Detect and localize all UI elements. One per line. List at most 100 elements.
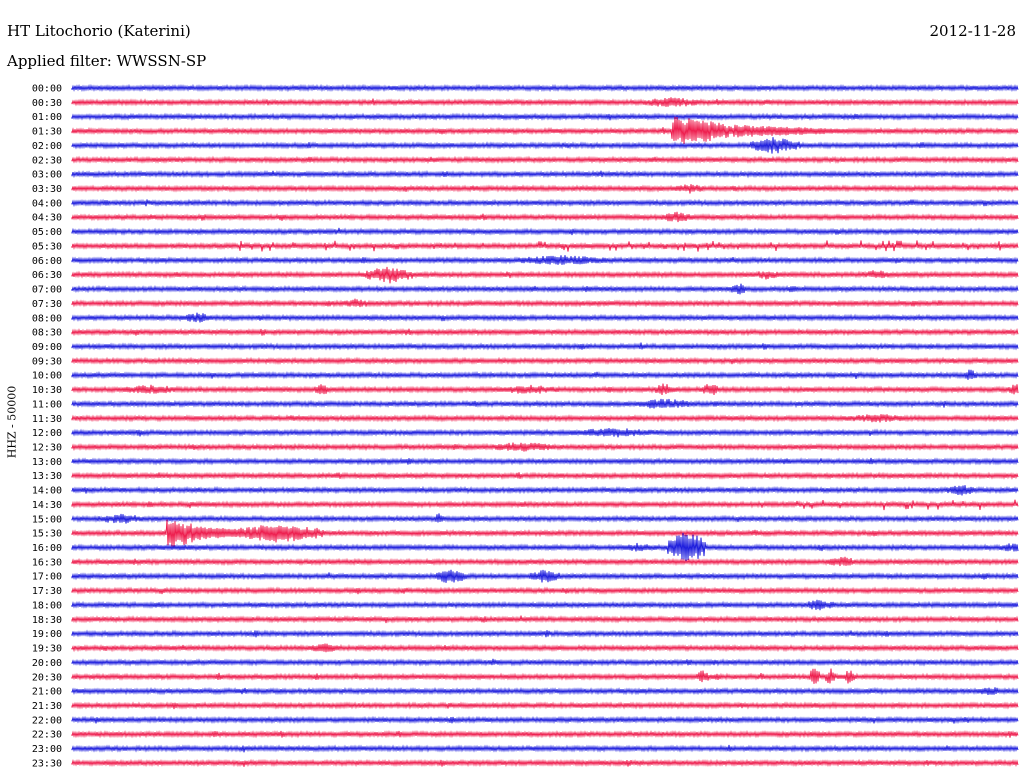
trace-line <box>71 615 1019 624</box>
time-label: 15:30 <box>32 529 62 540</box>
time-label: 18:30 <box>32 615 62 626</box>
trace-line <box>71 513 1019 524</box>
station-title: HT Litochorio (Katerini) <box>7 22 191 40</box>
trace-line <box>71 485 1019 496</box>
time-label: 07:30 <box>32 299 62 310</box>
trace-line <box>71 155 1019 164</box>
time-label: 05:30 <box>32 241 62 252</box>
time-label: 20:30 <box>32 672 62 683</box>
time-label: 10:00 <box>32 371 62 382</box>
trace-line <box>71 758 1019 768</box>
time-label: 21:00 <box>32 687 62 698</box>
trace-line <box>71 240 1019 252</box>
trace-line <box>71 457 1019 466</box>
trace-line <box>71 556 1019 567</box>
time-label: 04:00 <box>32 198 62 209</box>
trace-line <box>71 211 1019 223</box>
trace-group <box>71 83 1019 768</box>
trace-line <box>71 137 1019 154</box>
time-label: 00:00 <box>32 84 62 95</box>
time-label: 06:00 <box>32 256 62 267</box>
trace-line <box>71 658 1019 667</box>
time-label: 16:00 <box>32 543 62 554</box>
trace-line <box>71 198 1019 208</box>
time-label: 23:00 <box>32 744 62 755</box>
time-label: 14:00 <box>32 486 62 497</box>
trace-line <box>71 83 1019 93</box>
time-label: 08:30 <box>32 328 62 339</box>
time-label: 09:30 <box>32 356 62 367</box>
time-label: 04:30 <box>32 213 62 224</box>
time-label: 02:30 <box>32 155 62 166</box>
trace-line <box>71 428 1019 438</box>
time-label: 19:30 <box>32 644 62 655</box>
trace-line <box>71 184 1019 194</box>
trace-line <box>71 266 1019 284</box>
time-label: 21:30 <box>32 701 62 712</box>
trace-line <box>71 298 1019 308</box>
trace-line <box>71 112 1019 121</box>
time-label-group: 00:00 00:30 01:00 01:30 02:00 02:30 03:00 03:30… <box>32 84 62 770</box>
filter-label: Applied filter: WWSSN-SP <box>7 52 207 70</box>
trace-line <box>71 686 1019 696</box>
time-label: 17:30 <box>32 586 62 597</box>
trace-line <box>71 586 1019 595</box>
time-label: 16:30 <box>32 557 62 568</box>
trace-line <box>71 398 1019 409</box>
time-label: 23:30 <box>32 758 62 769</box>
time-label: 00:30 <box>32 98 62 109</box>
trace-line <box>71 356 1019 365</box>
time-label: 07:00 <box>32 285 62 296</box>
trace-line <box>71 730 1019 739</box>
time-label: 22:30 <box>32 730 62 741</box>
trace-line <box>71 383 1019 396</box>
time-label: 13:30 <box>32 471 62 482</box>
time-label: 12:00 <box>32 428 62 439</box>
trace-line <box>71 442 1019 452</box>
time-label: 13:00 <box>32 457 62 468</box>
date-label: 2012-11-28 <box>929 22 1016 40</box>
trace-line <box>71 599 1019 611</box>
trace-line <box>71 170 1019 179</box>
time-label: 14:30 <box>32 500 62 511</box>
time-label: 06:30 <box>32 270 62 281</box>
trace-line <box>71 744 1019 753</box>
trace-line <box>71 532 1019 562</box>
time-label: 03:00 <box>32 170 62 181</box>
trace-line <box>71 414 1019 423</box>
time-label: 08:00 <box>32 313 62 324</box>
time-label: 12:30 <box>32 443 62 454</box>
trace-line <box>71 643 1019 653</box>
trace-line <box>71 97 1019 107</box>
trace-line <box>71 668 1019 684</box>
time-label: 22:00 <box>32 715 62 726</box>
trace-line <box>71 312 1019 323</box>
trace-line <box>71 255 1019 265</box>
trace-line <box>71 116 1019 144</box>
time-label: 19:00 <box>32 629 62 640</box>
trace-line <box>71 342 1019 351</box>
trace-line <box>71 715 1019 724</box>
time-label: 01:00 <box>32 112 62 123</box>
trace-line <box>71 283 1019 295</box>
time-label: 11:00 <box>32 399 62 410</box>
trace-line <box>71 701 1019 710</box>
trace-line <box>71 369 1019 380</box>
time-label: 11:30 <box>32 414 62 425</box>
time-label: 17:00 <box>32 572 62 583</box>
time-label: 10:30 <box>32 385 62 396</box>
time-label: 15:00 <box>32 514 62 525</box>
trace-line <box>71 569 1019 583</box>
time-label: 01:30 <box>32 127 62 138</box>
time-label: 09:00 <box>32 342 62 353</box>
trace-line <box>71 327 1019 337</box>
time-label: 03:30 <box>32 184 62 195</box>
time-label: 02:00 <box>32 141 62 152</box>
trace-line <box>71 519 1019 548</box>
time-label: 05:00 <box>32 227 62 238</box>
trace-line <box>71 499 1019 511</box>
time-label: 20:00 <box>32 658 62 669</box>
trace-line <box>71 227 1019 236</box>
trace-line <box>71 629 1019 638</box>
